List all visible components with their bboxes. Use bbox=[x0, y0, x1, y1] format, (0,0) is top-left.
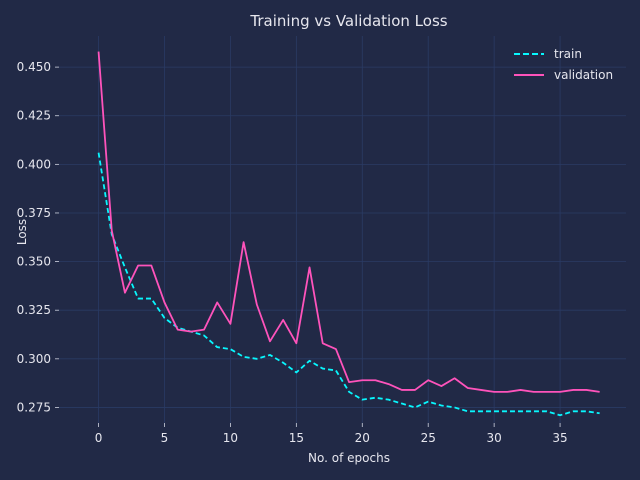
x-tick-label: 5 bbox=[161, 431, 169, 445]
x-tick-label: 0 bbox=[95, 431, 103, 445]
y-tick-label: 0.350 bbox=[17, 255, 51, 269]
chart-title: Training vs Validation Loss bbox=[249, 12, 447, 30]
legend: train validation bbox=[514, 47, 613, 82]
x-axis-ticks: 0 5 10 15 20 25 30 35 bbox=[95, 423, 568, 445]
x-tick-label: 25 bbox=[421, 431, 436, 445]
y-tick-label: 0.400 bbox=[17, 157, 51, 171]
y-tick-label: 0.325 bbox=[17, 303, 51, 317]
y-tick-label: 0.450 bbox=[17, 60, 51, 74]
x-tick-label: 35 bbox=[552, 431, 567, 445]
y-axis-ticks: 0.275 0.300 0.325 0.350 0.375 0.400 0.425 0.450 bbox=[17, 60, 59, 414]
series-layer bbox=[97, 51, 600, 417]
x-tick-label: 20 bbox=[355, 431, 370, 445]
x-tick-label: 10 bbox=[223, 431, 238, 445]
series-line-validation bbox=[97, 51, 600, 393]
y-tick-label: 0.300 bbox=[17, 352, 51, 366]
legend-validation-label: validation bbox=[554, 68, 613, 82]
x-tick-label: 15 bbox=[289, 431, 304, 445]
x-tick-label: 30 bbox=[486, 431, 501, 445]
y-axis-label: Loss bbox=[15, 219, 29, 245]
grid bbox=[59, 36, 626, 423]
y-tick-label: 0.375 bbox=[17, 206, 51, 220]
y-tick-label: 0.275 bbox=[17, 400, 51, 414]
legend-train-label: train bbox=[554, 47, 582, 61]
series-line-train bbox=[97, 152, 600, 417]
y-tick-label: 0.425 bbox=[17, 109, 51, 123]
x-axis-label: No. of epochs bbox=[308, 451, 390, 465]
